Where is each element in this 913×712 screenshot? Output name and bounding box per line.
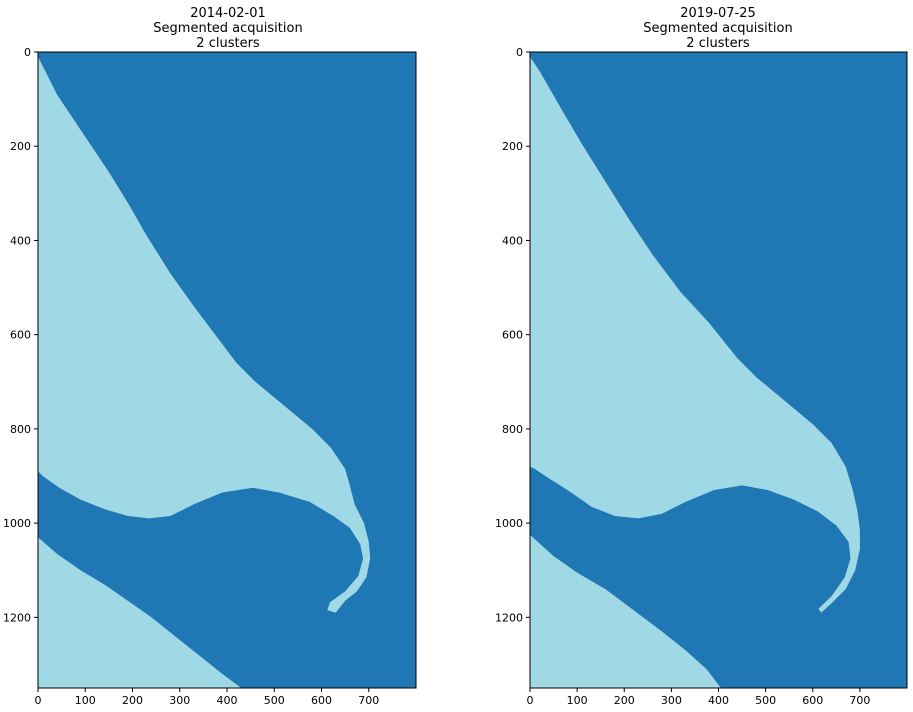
x-tick-label: 200: [614, 694, 635, 707]
cluster-1-region-2: [38, 537, 242, 688]
x-tick-label: 500: [755, 694, 776, 707]
plot-title-line-date: 2019-07-25: [680, 6, 756, 21]
segmentation-plot-2019: 2019-07-25 Segmented acquisition 2 clust…: [495, 6, 908, 707]
x-tick-label: 300: [661, 694, 682, 707]
y-tick-label: 1200: [3, 611, 31, 624]
y-tick-label: 1000: [495, 517, 523, 530]
y-tick-label: 400: [10, 234, 31, 247]
plot-title-line-clusters: 2 clusters: [686, 36, 750, 51]
segmentation-plot-2014: 2014-02-01 Segmented acquisition 2 clust…: [3, 6, 417, 707]
x-tick-label: 600: [802, 694, 823, 707]
segmentation-raster: [38, 52, 416, 688]
cluster-1-region-1: [530, 56, 860, 613]
x-tick-label: 200: [122, 694, 143, 707]
x-tick-label: 0: [35, 694, 42, 707]
x-axis: 0 100 200 300 400 500 600 700: [527, 688, 870, 707]
x-tick-label: 300: [169, 694, 190, 707]
y-tick-label: 0: [516, 46, 523, 59]
cluster-1-region-2: [530, 534, 721, 688]
cluster-1-region-1: [38, 56, 371, 613]
y-tick-label: 400: [502, 234, 523, 247]
y-tick-label: 800: [502, 423, 523, 436]
y-axis: 0 200 400 600 800 1000 1200: [495, 46, 530, 624]
y-tick-label: 600: [502, 329, 523, 342]
x-tick-label: 700: [358, 694, 379, 707]
x-axis: 0 100 200 300 400 500 600 700: [35, 688, 379, 707]
y-axis: 0 200 400 600 800 1000 1200: [3, 46, 38, 624]
plot-title-line-description: Segmented acquisition: [153, 21, 302, 36]
plot-title-line-date: 2014-02-01: [190, 6, 266, 21]
y-tick-label: 600: [10, 329, 31, 342]
y-tick-label: 800: [10, 423, 31, 436]
x-tick-label: 700: [849, 694, 870, 707]
x-tick-label: 400: [217, 694, 238, 707]
y-tick-label: 200: [502, 140, 523, 153]
y-tick-label: 1000: [3, 517, 31, 530]
x-tick-label: 500: [264, 694, 285, 707]
plot-title-line-clusters: 2 clusters: [196, 36, 260, 51]
segmentation-image: [530, 52, 907, 688]
x-tick-label: 400: [708, 694, 729, 707]
y-tick-label: 1200: [495, 611, 523, 624]
segmentation-image: [38, 52, 416, 688]
plot-title: 2014-02-01 Segmented acquisition 2 clust…: [153, 6, 302, 51]
plot-title-line-description: Segmented acquisition: [643, 21, 792, 36]
x-tick-label: 100: [567, 694, 588, 707]
y-tick-label: 0: [24, 46, 31, 59]
y-tick-label: 200: [10, 140, 31, 153]
plot-title: 2019-07-25 Segmented acquisition 2 clust…: [643, 6, 792, 51]
x-tick-label: 600: [311, 694, 332, 707]
segmentation-raster: [530, 52, 907, 688]
x-tick-label: 100: [75, 694, 96, 707]
x-tick-label: 0: [527, 694, 534, 707]
